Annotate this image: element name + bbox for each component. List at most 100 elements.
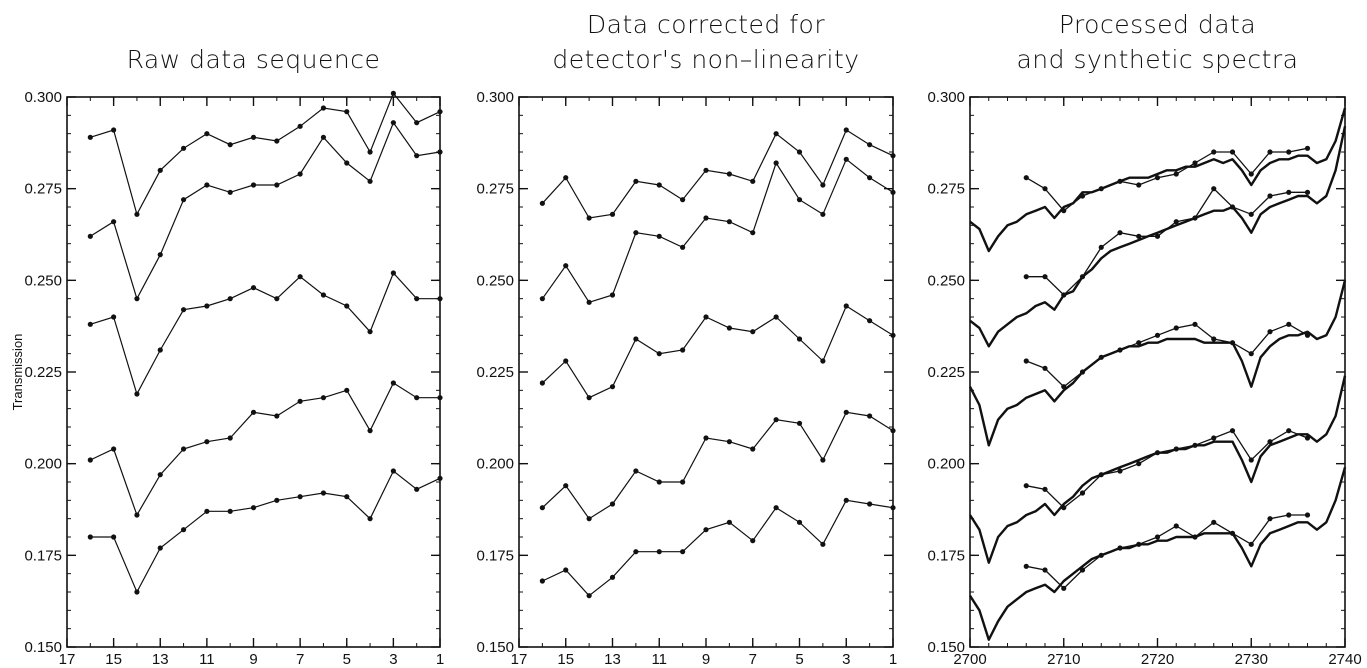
y-tick-label: 0.200 <box>476 456 514 473</box>
data-point <box>437 395 443 401</box>
data-point <box>1079 369 1086 375</box>
y-tick-label: 0.225 <box>927 364 965 381</box>
data-point <box>1154 534 1161 540</box>
chart-panel-2: Data corrected for detector's non–lineari… <box>476 10 897 668</box>
data-point <box>1023 274 1029 280</box>
data-point <box>204 131 210 137</box>
data-point <box>344 303 350 309</box>
data-point <box>320 105 327 111</box>
x-tick-label: 17 <box>511 651 528 668</box>
x-tick-label: 7 <box>296 651 304 668</box>
data-point <box>773 160 779 166</box>
data-point <box>227 508 233 514</box>
data-point <box>563 567 569 573</box>
data-point <box>1098 186 1104 192</box>
data-point <box>843 127 849 133</box>
data-point <box>344 387 350 393</box>
data-point <box>1061 585 1067 591</box>
data-point <box>750 538 756 544</box>
y-tick-label: 0.300 <box>476 89 514 106</box>
data-point <box>1061 208 1067 214</box>
data-point <box>390 90 396 96</box>
data-point <box>703 527 709 533</box>
data-point <box>1061 384 1067 390</box>
data-point <box>367 149 373 155</box>
data-point <box>274 497 280 503</box>
y-tick-label: 0.225 <box>24 364 62 381</box>
data-point <box>1079 274 1086 280</box>
data-point <box>680 479 686 485</box>
data-point <box>1286 512 1292 518</box>
data-point <box>204 439 210 445</box>
data-point <box>87 534 93 540</box>
data-point <box>563 483 569 489</box>
data-point <box>539 200 545 206</box>
data-point <box>703 435 709 441</box>
data-point <box>820 182 826 188</box>
data-point <box>1098 552 1104 558</box>
data-point <box>87 134 93 140</box>
data-point <box>890 153 896 159</box>
data-point <box>609 384 616 390</box>
data-point <box>1267 439 1273 445</box>
x-tick-label: 17 <box>59 651 76 668</box>
plot-frame <box>518 96 894 648</box>
data-point <box>1229 530 1236 536</box>
chart-title-line: Processed data <box>1059 10 1256 39</box>
data-point <box>1267 193 1273 199</box>
data-point <box>609 501 616 507</box>
x-axis-label: Pixel number <box>216 666 293 668</box>
data-point <box>586 593 592 599</box>
processed-data-line-2 <box>1026 187 1308 296</box>
data-point <box>274 413 280 419</box>
data-point <box>633 549 639 555</box>
y-tick-label: 0.175 <box>24 547 62 564</box>
data-point <box>1211 336 1217 342</box>
data-point <box>726 171 732 177</box>
data-point <box>1154 233 1161 239</box>
series-line-5 <box>90 470 441 594</box>
data-point <box>227 296 233 302</box>
data-point <box>227 142 233 148</box>
data-point <box>586 395 592 401</box>
data-point <box>1192 160 1198 166</box>
data-point <box>796 420 803 426</box>
data-point <box>1267 329 1273 335</box>
data-point <box>1286 149 1292 155</box>
data-point <box>890 189 896 195</box>
series-line-2 <box>89 121 441 301</box>
x-tick-label: 2730 <box>1235 651 1268 668</box>
data-point <box>1079 567 1086 573</box>
data-point <box>867 501 873 507</box>
series-line-5 <box>542 499 894 597</box>
data-point <box>890 505 896 511</box>
data-point <box>157 545 163 551</box>
data-point <box>367 329 373 335</box>
data-point <box>1023 563 1029 569</box>
series-line-2 <box>541 158 894 304</box>
y-tick-label: 0.250 <box>476 272 514 289</box>
data-point <box>204 508 210 514</box>
data-point <box>320 292 327 298</box>
data-point <box>274 182 280 188</box>
data-point <box>1192 321 1198 327</box>
data-point <box>414 296 420 302</box>
data-point <box>1229 428 1236 434</box>
data-point <box>633 178 639 184</box>
data-point <box>1286 428 1292 434</box>
data-point <box>586 299 592 305</box>
data-point <box>820 541 826 547</box>
data-point <box>890 428 896 434</box>
data-point <box>1154 175 1161 181</box>
series-line-4 <box>90 382 440 517</box>
data-point <box>344 109 350 115</box>
x-tick-label: 3 <box>842 651 850 668</box>
data-point <box>1248 211 1254 217</box>
data-point <box>250 182 257 188</box>
data-point <box>437 109 443 115</box>
y-tick-label: 0.200 <box>927 456 965 473</box>
x-tick-label: 2700 <box>953 651 986 668</box>
data-point <box>1304 435 1311 441</box>
data-point <box>250 134 257 140</box>
data-point <box>703 167 709 173</box>
